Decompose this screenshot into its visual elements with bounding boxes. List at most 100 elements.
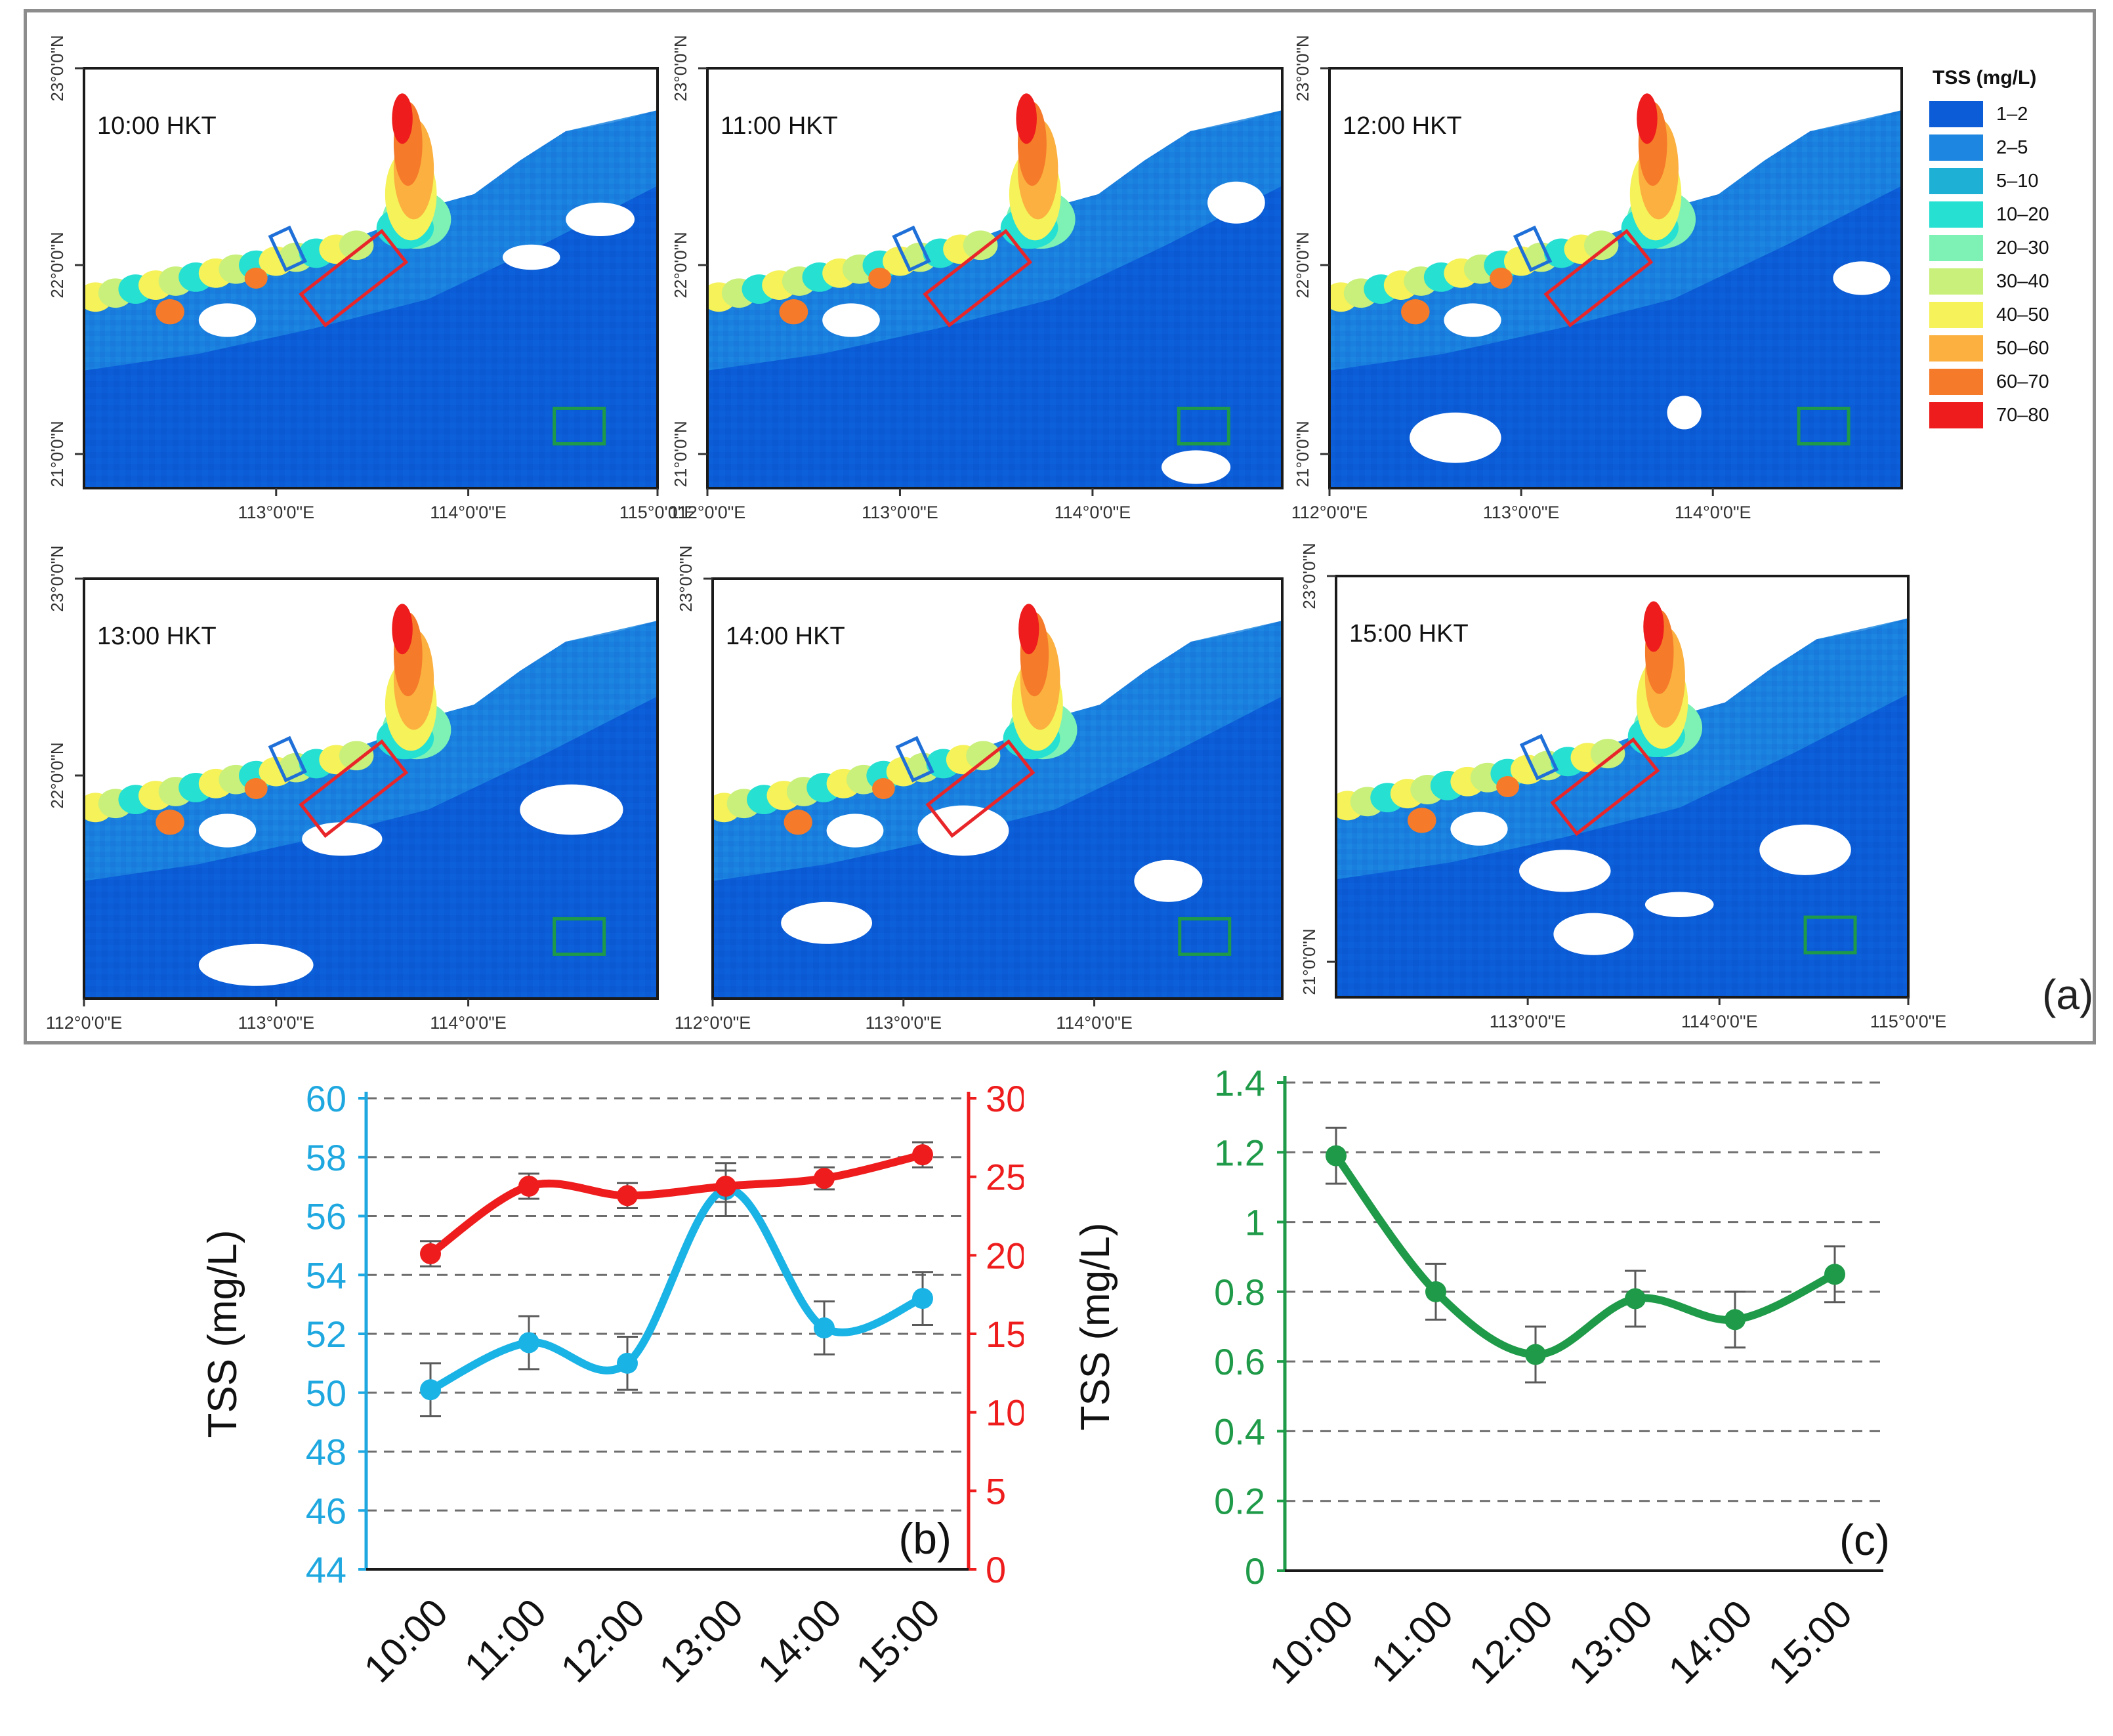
legend-label: 2–5	[1996, 137, 2028, 158]
cloud-patch	[1410, 412, 1501, 463]
red-sample-box	[1543, 228, 1654, 328]
x-tick-label: 15:00	[848, 1590, 949, 1691]
map-frame	[83, 577, 659, 1000]
legend-label: 30–40	[1996, 271, 2049, 292]
data-point	[912, 1288, 933, 1310]
data-point	[1425, 1281, 1446, 1302]
coastal-patch	[1591, 739, 1625, 769]
coastal-patch	[339, 230, 374, 260]
data-point	[814, 1317, 835, 1339]
lat-label: 21°0'0"N	[1299, 928, 1319, 995]
y-tick-label-left: 0.2	[1214, 1481, 1265, 1522]
blue-sample-box	[268, 225, 307, 272]
cloud-patches	[198, 784, 623, 986]
green-sample-box	[553, 406, 606, 445]
cloud-patch	[1450, 812, 1508, 846]
panel-a-frame	[24, 9, 2096, 1044]
cloud-patch	[566, 202, 635, 236]
plume-patch	[1643, 601, 1664, 652]
cloud-patches	[1161, 181, 1265, 484]
cloud-patch	[198, 303, 257, 337]
legend-label: 10–20	[1996, 204, 2049, 225]
lon-label: 113°0'0"E	[238, 1013, 314, 1033]
data-point	[518, 1176, 539, 1197]
legend-label: 1–2	[1996, 104, 2028, 125]
blue-sample-box	[895, 735, 934, 783]
y-tick-label-left: 46	[306, 1490, 346, 1531]
data-point	[617, 1352, 638, 1374]
estuary-plume	[376, 93, 451, 249]
y-tick-label-left: 56	[306, 1196, 346, 1237]
y-tick-label-left: 44	[306, 1549, 346, 1590]
tss-map-5: 14:00 HKT 23°0'0"N 112°0'0"E 113°0'0"E 114°0…	[675, 545, 1284, 1033]
cloud-patch	[503, 244, 560, 270]
red-sample-box	[1550, 737, 1660, 837]
legend-swatch	[1929, 402, 1983, 428]
coastal-patch	[244, 268, 268, 289]
plume-patch	[1018, 604, 1039, 655]
legend-swatch	[1929, 168, 1983, 194]
x-tick-label: 11:00	[1363, 1592, 1461, 1690]
legend-swatch	[1929, 302, 1983, 328]
map-time-label: 13:00 HKT	[97, 623, 217, 650]
y-tick-label-right: 0	[986, 1549, 1006, 1590]
cloud-patch	[1759, 824, 1851, 875]
x-tick-label: 10:00	[1261, 1592, 1362, 1693]
coastal-patch	[339, 741, 374, 771]
legend-swatch	[1929, 201, 1983, 228]
y-tick-label-left: 1	[1245, 1202, 1265, 1243]
lon-label: 114°0'0"E	[1055, 503, 1131, 522]
coastal-patch	[966, 741, 1001, 771]
blue-sample-box	[1513, 225, 1553, 272]
coastal-patch	[1496, 775, 1520, 798]
lon-label: 112°0'0"E	[669, 503, 746, 522]
data-point	[518, 1332, 539, 1354]
lon-label: 112°0'0"E	[1291, 503, 1368, 522]
data-point	[420, 1243, 441, 1264]
tss-map-1: 10:00 HKT 23°0'0"N 22°0'0"N 21°0'0"N 113°0'0…	[47, 35, 696, 522]
series-line-1	[427, 1186, 927, 1394]
lat-label: 23°0'0"N	[676, 545, 696, 611]
estuary-plume	[1000, 93, 1076, 249]
cloud-patches	[781, 805, 1203, 944]
y-tick-label-left: 54	[306, 1254, 346, 1296]
panel-a-maps: 10:00 HKT 23°0'0"N 22°0'0"N 21°0'0"N 113°0'0…	[46, 35, 2094, 1033]
y-tick-label-right: 15	[986, 1313, 1024, 1355]
map-content	[707, 68, 1282, 488]
x-tick-label: 12:00	[1461, 1592, 1562, 1693]
data-point	[1625, 1288, 1646, 1310]
coastal-turbid-band	[1336, 739, 1625, 846]
green-sample-box	[1178, 917, 1232, 956]
cloud-patches	[1519, 824, 1851, 955]
coastal-patch	[156, 299, 184, 325]
coastal-patch	[1490, 268, 1513, 289]
coastal-turbid-band	[707, 230, 998, 337]
map-frame	[706, 67, 1284, 489]
plume-patch	[392, 604, 413, 655]
x-tick-label: 14:00	[749, 1590, 850, 1691]
cloud-patch	[1161, 450, 1231, 484]
tss-legend: TSS (mg/L) 1–2 2–5 5–10 10–20 20–30 30–40 40–50…	[1929, 67, 2049, 428]
map-content	[1329, 68, 1902, 488]
cloud-patch	[198, 943, 314, 986]
red-sample-box	[925, 739, 1036, 838]
y-tick-label-left: 52	[306, 1313, 346, 1355]
lat-label: 22°0'0"N	[671, 232, 690, 298]
coastal-patch	[784, 810, 812, 835]
map-frame	[1335, 575, 1910, 999]
data-point	[1824, 1264, 1845, 1285]
blue-sample-box	[892, 225, 931, 272]
plume-patch	[1016, 93, 1037, 144]
panel-label: (c)	[1839, 1516, 1890, 1564]
cloud-patch	[198, 814, 257, 848]
lon-label: 113°0'0"E	[862, 503, 938, 522]
green-sample-box	[1803, 915, 1857, 955]
legend-label: 50–60	[1996, 338, 2049, 359]
lon-label: 113°0'0"E	[865, 1013, 942, 1033]
cloud-patch	[781, 901, 873, 944]
lon-label: 115°0'0"E	[619, 503, 696, 522]
coastal-patch	[1584, 230, 1619, 260]
estuary-plume	[376, 604, 451, 760]
x-tick-label: 14:00	[1660, 1592, 1761, 1693]
data-point	[715, 1176, 736, 1197]
